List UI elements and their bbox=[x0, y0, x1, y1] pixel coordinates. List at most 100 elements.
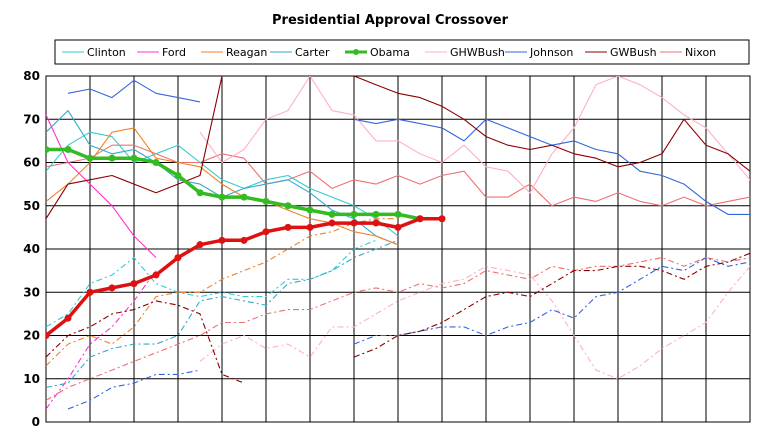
legend-marker bbox=[353, 49, 359, 55]
legend-item: Nixon bbox=[660, 46, 716, 59]
data-point bbox=[306, 223, 314, 231]
series-line-disapprove bbox=[199, 265, 750, 380]
data-point bbox=[152, 159, 160, 166]
y-tick-label: 10 bbox=[23, 372, 40, 386]
series-line-approve bbox=[46, 114, 157, 258]
data-point bbox=[46, 146, 50, 154]
y-axis-ticks: 0 10 20 30 40 50 60 70 80 bbox=[23, 69, 40, 429]
series-layer bbox=[46, 76, 750, 410]
series bbox=[46, 131, 399, 328]
legend-label: Johnson bbox=[529, 46, 573, 59]
data-point bbox=[328, 210, 336, 218]
series bbox=[67, 79, 750, 410]
data-point bbox=[394, 210, 402, 218]
data-point bbox=[130, 154, 138, 162]
series bbox=[46, 146, 446, 339]
data-point bbox=[350, 210, 358, 218]
legend-item: Clinton bbox=[62, 46, 126, 59]
y-tick-label: 0 bbox=[32, 415, 40, 429]
legend-label: Clinton bbox=[87, 46, 126, 59]
series-line-disapprove bbox=[46, 218, 398, 367]
series bbox=[46, 144, 750, 401]
legend-item: Reagan bbox=[201, 46, 267, 59]
series-line-disapprove bbox=[353, 257, 750, 345]
data-point bbox=[174, 254, 182, 262]
legend-label: Ford bbox=[162, 46, 186, 59]
chart-title: Presidential Approval Crossover bbox=[272, 13, 509, 28]
y-tick-label: 70 bbox=[23, 112, 40, 126]
legend-item: GWBush bbox=[585, 46, 657, 59]
data-point bbox=[262, 228, 270, 236]
data-point bbox=[416, 215, 424, 223]
legend-label: GHWBush bbox=[450, 46, 505, 59]
series-line-approve bbox=[67, 79, 201, 103]
series-line-disapprove bbox=[353, 252, 750, 358]
data-point bbox=[46, 332, 50, 339]
data-point bbox=[262, 197, 270, 205]
series-line-approve bbox=[353, 118, 750, 215]
data-point bbox=[108, 154, 116, 162]
data-point bbox=[196, 189, 204, 197]
series bbox=[46, 114, 157, 410]
data-point bbox=[130, 280, 138, 288]
series bbox=[46, 127, 399, 367]
series-line-disapprove bbox=[46, 270, 157, 410]
data-point bbox=[306, 206, 314, 214]
series-line-approve bbox=[199, 76, 750, 194]
grid bbox=[45, 75, 751, 423]
series bbox=[199, 76, 750, 380]
data-point bbox=[240, 236, 248, 244]
legend-item: Johnson bbox=[505, 46, 573, 59]
series-line-disapprove bbox=[46, 239, 377, 328]
y-tick-label: 20 bbox=[23, 329, 40, 343]
data-point bbox=[218, 193, 226, 201]
data-point bbox=[64, 146, 72, 154]
legend-item: Obama bbox=[345, 46, 410, 59]
data-point bbox=[438, 215, 446, 223]
series-line-approve bbox=[46, 76, 224, 219]
data-point bbox=[174, 171, 182, 179]
legend-label: Nixon bbox=[685, 46, 716, 59]
y-tick-label: 30 bbox=[23, 285, 40, 299]
series-line-approve bbox=[46, 127, 399, 246]
series-line-disapprove bbox=[46, 239, 399, 388]
series-line-approve bbox=[46, 144, 750, 207]
data-point bbox=[86, 288, 94, 296]
data-point bbox=[240, 193, 248, 201]
legend-box bbox=[54, 39, 750, 65]
legend-label: Carter bbox=[295, 46, 330, 59]
y-tick-label: 80 bbox=[23, 69, 40, 83]
data-point bbox=[372, 219, 380, 227]
series-line-approve bbox=[46, 131, 399, 237]
data-point bbox=[328, 219, 336, 227]
y-tick-label: 60 bbox=[23, 156, 40, 170]
legend: Clinton Ford Reagan Carter Obama GHWBush Johns… bbox=[54, 39, 750, 65]
legend-label: Obama bbox=[370, 46, 410, 59]
legend-item: Carter bbox=[270, 46, 330, 59]
legend-label: GWBush bbox=[610, 46, 657, 59]
data-point bbox=[64, 314, 72, 322]
y-tick-label: 50 bbox=[23, 199, 40, 213]
series-line-disapprove bbox=[67, 369, 201, 410]
series-line-disapprove bbox=[46, 300, 245, 384]
data-point bbox=[350, 219, 358, 227]
data-point bbox=[394, 223, 402, 231]
legend-item: GHWBush bbox=[425, 46, 505, 59]
data-point bbox=[372, 210, 380, 218]
data-point bbox=[108, 284, 116, 292]
series-line-approve bbox=[353, 76, 750, 172]
data-point bbox=[284, 202, 292, 210]
y-tick-label: 40 bbox=[23, 242, 40, 256]
legend-label: Reagan bbox=[226, 46, 267, 59]
data-point bbox=[218, 236, 226, 244]
series bbox=[46, 76, 750, 384]
series-line-approve bbox=[46, 147, 442, 221]
legend-item: Ford bbox=[137, 46, 186, 59]
series-line-disapprove bbox=[46, 257, 750, 401]
data-point bbox=[284, 223, 292, 231]
data-point bbox=[152, 271, 160, 279]
data-point bbox=[196, 241, 204, 249]
data-point bbox=[86, 154, 94, 162]
